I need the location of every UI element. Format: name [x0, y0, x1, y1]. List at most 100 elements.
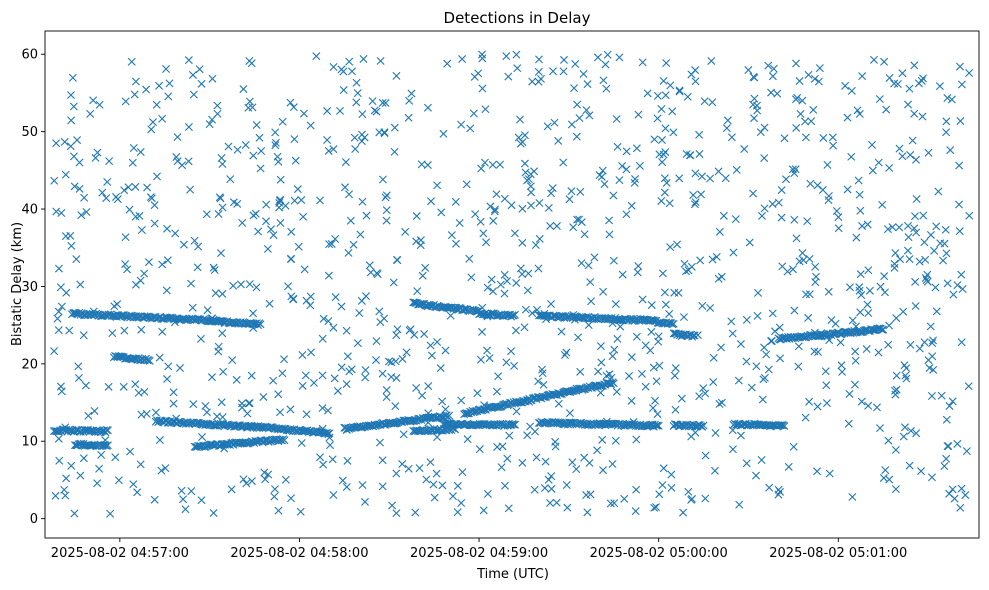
data-point-215	[611, 300, 620, 309]
data-point-12	[67, 461, 76, 470]
data-point-748	[723, 116, 732, 125]
data-point-75	[270, 485, 279, 494]
data-point-212	[599, 76, 608, 85]
data-point-265	[675, 87, 684, 96]
data-point-2034	[609, 379, 618, 388]
data-point-948	[357, 296, 366, 305]
data-point-421	[362, 211, 371, 220]
data-point-781	[77, 211, 86, 220]
data-point-962	[813, 467, 822, 476]
data-point-146	[143, 183, 152, 192]
data-point-1104	[609, 191, 618, 200]
data-point-682	[296, 507, 305, 516]
data-point-97	[961, 491, 970, 500]
data-point-886	[665, 309, 674, 318]
data-point-81	[620, 494, 629, 503]
data-point-18	[869, 55, 878, 64]
data-point-389	[964, 382, 973, 391]
data-point-581	[675, 86, 684, 95]
data-point-697	[62, 288, 71, 297]
data-point-625	[302, 296, 311, 305]
data-point-1823	[509, 420, 518, 429]
data-point-592	[274, 506, 283, 515]
data-point-506	[331, 293, 340, 302]
data-point-782	[111, 453, 120, 462]
data-point-335	[526, 170, 535, 179]
data-point-419	[647, 301, 656, 310]
data-point-228	[915, 257, 924, 266]
data-point-322	[521, 168, 530, 177]
data-point-46	[671, 364, 680, 373]
data-point-58	[217, 398, 226, 407]
data-point-766	[347, 365, 356, 374]
data-point-763	[697, 190, 705, 199]
data-point-170	[547, 300, 556, 308]
data-point-613	[187, 279, 195, 288]
data-point-620	[940, 462, 949, 471]
data-point-449	[142, 85, 151, 94]
data-point-864	[687, 494, 696, 503]
data-point-1047	[392, 71, 401, 80]
data-point-53	[211, 289, 220, 298]
data-point-111	[599, 466, 608, 475]
data-point-484	[324, 406, 332, 415]
data-point-1140	[876, 282, 885, 291]
data-point-386	[790, 306, 799, 315]
data-point-224	[602, 84, 611, 93]
data-point-1824	[511, 420, 519, 429]
data-point-357	[392, 469, 401, 478]
data-point-707	[382, 393, 391, 402]
data-point-989	[214, 210, 223, 219]
data-point-91	[471, 210, 480, 219]
data-point-567	[608, 459, 617, 468]
data-point-236	[660, 174, 669, 183]
data-point-1814	[498, 419, 507, 428]
data-point-530	[169, 388, 178, 397]
data-point-358	[276, 175, 285, 184]
data-point-543	[494, 372, 503, 381]
data-point-1042	[164, 92, 173, 101]
data-point-534	[760, 343, 769, 352]
data-point-1027	[627, 396, 636, 405]
data-point-570	[523, 286, 532, 295]
data-point-168	[130, 90, 139, 99]
data-point-343	[375, 438, 384, 447]
data-point-263	[203, 306, 212, 315]
data-point-598	[526, 182, 535, 191]
data-point-462	[790, 215, 799, 224]
data-point-585	[80, 193, 89, 202]
data-point-837	[803, 217, 812, 226]
data-point-1108	[708, 98, 717, 107]
data-point-1107	[919, 74, 927, 83]
data-point-69	[821, 367, 830, 376]
data-point-636	[155, 436, 164, 445]
data-point-633	[805, 254, 814, 263]
data-point-931	[430, 493, 439, 502]
data-point-728	[658, 481, 667, 490]
data-point-145	[609, 256, 618, 265]
data-point-330	[252, 121, 261, 130]
data-point-560	[70, 509, 79, 518]
data-point-608	[318, 371, 327, 380]
data-point-450	[610, 345, 619, 354]
data-point-1033	[446, 311, 455, 320]
data-point-744	[884, 340, 893, 349]
data-point-875	[837, 361, 846, 370]
data-point-481	[169, 399, 178, 408]
data-point-1079	[103, 177, 112, 186]
data-point-366	[148, 118, 157, 127]
data-point-754	[534, 67, 543, 76]
data-point-416	[782, 175, 791, 184]
data-point-968	[570, 84, 579, 93]
data-point-1148	[665, 199, 674, 208]
data-point-1052	[590, 253, 599, 262]
data-point-806	[596, 342, 605, 351]
data-point-920	[946, 146, 955, 155]
data-point-152	[324, 146, 333, 155]
data-point-769	[575, 215, 584, 224]
data-point-653	[593, 53, 602, 62]
data-point-803	[81, 381, 90, 390]
data-point-283	[93, 148, 102, 157]
y-tick-label-50: 50	[21, 125, 38, 140]
data-point-791	[353, 339, 362, 348]
